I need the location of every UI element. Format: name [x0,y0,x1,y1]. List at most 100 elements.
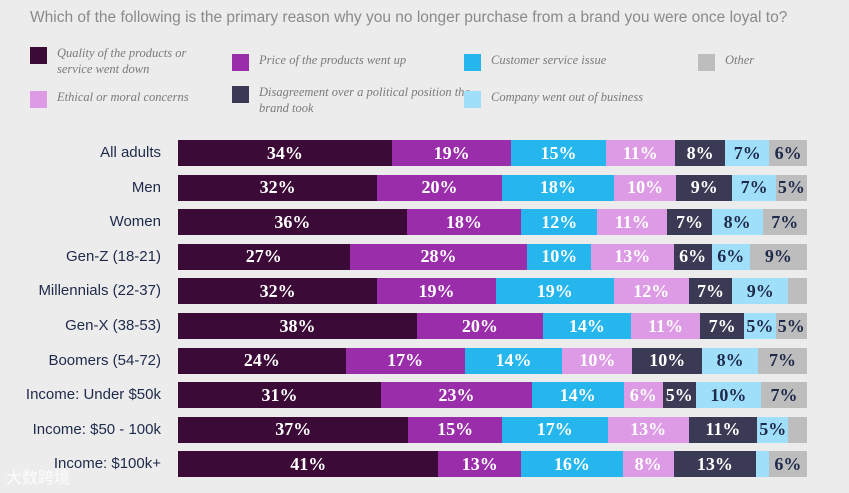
legend-swatch [464,54,481,71]
legend-swatch [30,47,47,64]
category-label: Income: Under $50k [25,386,161,404]
bar-segment: 41% [178,451,439,478]
legend-label: Company went out of business [491,90,644,104]
bar-segment: 5% [744,313,776,339]
bar-segment: 13% [590,243,674,270]
category-label: Women [109,213,161,231]
bar-segment: 15% [511,140,606,166]
bar-segment: 11% [688,416,758,443]
bar-segment: 28% [349,243,528,270]
bar-segment: 8% [702,347,759,374]
bar-segment: 31% [178,382,382,409]
bar-segment: 23% [381,382,532,409]
legend-swatch [232,54,249,71]
bar-segment: 10% [527,243,591,270]
legend-label: Customer service issue [491,53,607,67]
legend-label: Price of the products went up [259,53,407,67]
legend-label: Disagreement over a political position t… [259,85,470,115]
bar-segment: 5% [662,382,696,409]
bar-segment: 19% [391,140,512,166]
bar-segment: 18% [406,209,522,236]
bar-segment: 20% [377,174,502,201]
legend-label: Quality of the products or service went … [57,46,187,76]
bar-segment: 8% [711,209,763,236]
bar-segment: 7% [700,313,745,339]
bar-segment: 24% [178,347,346,374]
bar-segment: 37% [178,416,409,443]
bar-segment: 10% [613,174,677,201]
bar-segment: 12% [521,209,598,236]
bar-segment: 7% [688,278,733,305]
legend-item: Other [698,52,805,71]
category-label: Men [131,178,161,196]
watermark: 大数跨境 [6,470,71,487]
bar-segment: 18% [501,174,614,201]
legend-swatch [698,54,715,71]
bar-segment: 13% [673,451,757,478]
legend-item: Customer service issue [464,52,711,71]
bar-segment: 11% [597,209,668,236]
bar-segment: 6% [623,382,663,409]
legend-swatch [30,91,47,108]
category-label: Income: $100k+ [53,455,161,473]
category-label: All adults [100,144,161,161]
bar-segment: 17% [501,416,608,443]
legend-label: Other [725,53,755,67]
bar-segment: 9% [676,174,733,201]
bar-segment: 38% [178,313,418,339]
bar-segment: 32% [178,278,378,305]
bar-segment [756,451,769,478]
bar-segment: 10% [632,347,703,374]
bar-segment: 5% [757,416,789,443]
legend-item: Company went out of business [464,89,711,108]
bar-segment: 5% [775,313,807,339]
bar-segment: 9% [732,278,789,305]
bar-segment: 14% [531,382,624,409]
category-label: Boomers (54-72) [48,351,161,369]
bar-segment: 34% [178,140,392,166]
bar-segment: 16% [521,451,623,478]
bar-segment: 19% [377,278,496,305]
bar-segment: 13% [607,416,689,443]
legend-item: Price of the products went up [232,52,459,71]
bar-segment: 8% [674,140,726,166]
bar-segment: 6% [769,140,807,166]
legend-item: Ethical or moral concerns [30,89,237,108]
category-label: Income: $50 - 100k [32,420,161,438]
bar-segment: 13% [438,451,522,478]
bar-segment: 14% [542,313,631,339]
bar-segment: 6% [673,243,712,270]
bar-segment: 9% [749,243,807,270]
legend-label: Ethical or moral concerns [57,90,189,104]
legend-item: Quality of the products or service went … [30,45,207,77]
bar-segment: 7% [667,209,712,236]
bar-segment: 15% [408,416,502,443]
bar-segment: 27% [178,243,350,270]
bar-segment: 12% [613,278,689,305]
legend-swatch [464,91,481,108]
bar-segment: 11% [630,313,701,339]
bar-segment: 36% [178,209,407,236]
bar-segment: 7% [758,347,807,374]
bar-segment: 8% [622,451,674,478]
legend-swatch [232,86,249,103]
legend-item: Disagreement over a political position t… [232,84,479,116]
bar-segment: 5% [775,174,807,201]
bar-segment: 32% [178,174,378,201]
bar-segment: 7% [762,209,807,236]
bar-segment: 10% [562,347,633,374]
bar-segment: 17% [345,347,465,374]
bar-segment: 20% [417,313,543,339]
bar-segment: 6% [768,451,807,478]
bar-segment [788,416,807,443]
category-label: Millennials (22-37) [38,282,161,300]
category-label: Gen-Z (18-21) [65,247,161,265]
bar-segment: 6% [711,243,750,270]
bar-segment: 11% [605,140,675,166]
bar-segment: 10% [695,382,762,409]
category-label: Gen-X (38-53) [65,317,161,334]
bar-segment [788,278,807,305]
bar-segment: 7% [761,382,807,409]
bar-segment: 7% [725,140,770,166]
chart-title: Which of the following is the primary re… [30,9,788,26]
